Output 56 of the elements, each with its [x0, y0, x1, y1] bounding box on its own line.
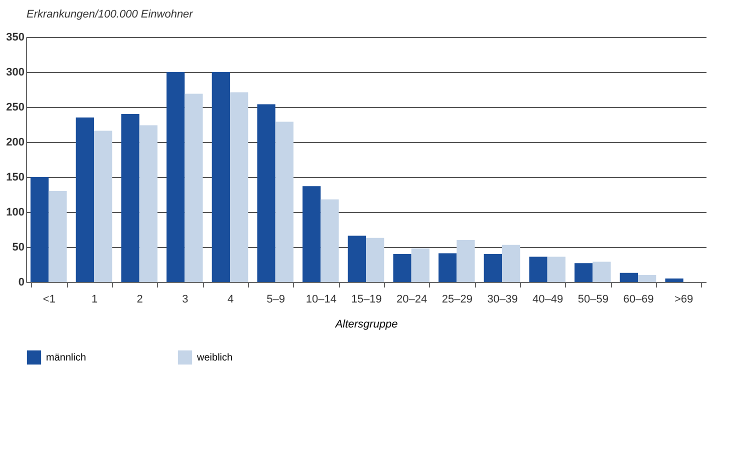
- bar: [121, 114, 140, 282]
- bar: [620, 272, 638, 282]
- bar: [48, 191, 67, 282]
- x-tick-label: 2: [136, 294, 143, 306]
- bar: [547, 256, 566, 282]
- x-tick-label: 5–9: [266, 294, 286, 306]
- x-tick-label: 25–29: [442, 294, 472, 306]
- bar: [411, 248, 430, 282]
- legend-label: männlich: [46, 352, 86, 364]
- x-tick-label: 60–69: [623, 294, 654, 306]
- bar: [438, 253, 457, 282]
- bar: [30, 177, 49, 282]
- bar: [139, 125, 158, 282]
- bar: [456, 240, 475, 282]
- x-axis-title: Altersgruppe: [334, 318, 398, 330]
- bar: [257, 104, 276, 282]
- bar: [275, 122, 294, 282]
- bar: [94, 130, 112, 282]
- y-tick-label: 250: [6, 102, 24, 114]
- bar: [484, 254, 502, 282]
- bar: [638, 275, 656, 282]
- x-tick-label: 15–19: [351, 294, 382, 306]
- bar: [665, 278, 684, 282]
- x-tick-label: 4: [227, 294, 234, 306]
- bar: [230, 92, 248, 282]
- bar: [366, 238, 384, 282]
- x-tick-label: 40–49: [532, 294, 564, 306]
- y-tick-label: 350: [6, 32, 24, 44]
- y-tick-label: 0: [18, 276, 24, 288]
- bar: [76, 118, 94, 282]
- x-tick-label: 30–39: [487, 294, 518, 306]
- legend-label: weiblich: [196, 352, 233, 364]
- y-tick-label: 300: [6, 66, 24, 78]
- bar: [320, 199, 339, 282]
- x-tick-label: 1: [91, 294, 98, 306]
- bar: [529, 256, 548, 282]
- x-tick-label: <1: [42, 294, 56, 306]
- bar: [592, 262, 611, 282]
- x-tick-label: 10–14: [306, 294, 336, 306]
- bar: [574, 263, 593, 282]
- y-tick-label: 50: [12, 242, 24, 254]
- y-axis-title: Erkrankungen/100.000 Einwohner: [26, 8, 194, 20]
- x-tick-label: 20–24: [396, 294, 428, 306]
- bar: [302, 186, 321, 282]
- y-tick-label: 150: [6, 172, 24, 184]
- x-tick-label: 3: [182, 294, 188, 306]
- bar: [212, 72, 230, 282]
- bar: [502, 244, 520, 282]
- y-tick-label: 200: [6, 136, 24, 148]
- bar: [166, 72, 185, 282]
- x-tick-label: >69: [674, 294, 694, 306]
- bar: [184, 94, 203, 282]
- x-tick-label: 50–59: [578, 294, 608, 306]
- bar: [393, 254, 412, 282]
- bar: [348, 236, 366, 282]
- y-tick-label: 100: [6, 206, 24, 218]
